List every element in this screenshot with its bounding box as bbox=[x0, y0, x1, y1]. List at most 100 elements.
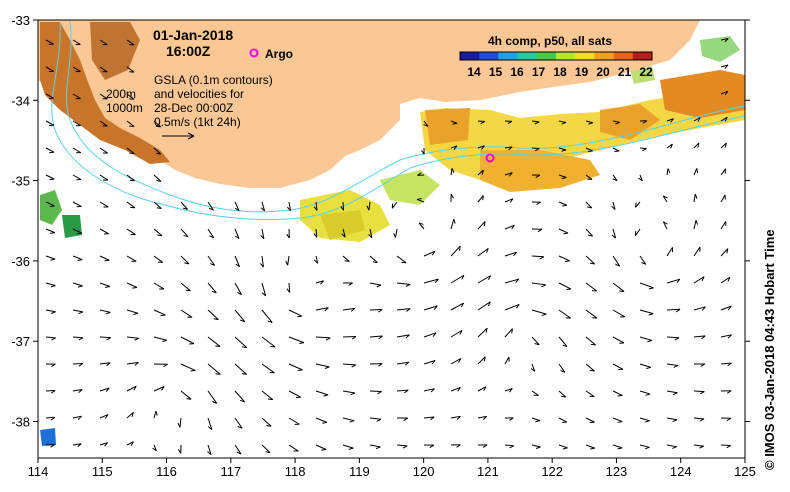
velocity-arrow bbox=[639, 363, 651, 368]
velocity-arrow bbox=[126, 228, 136, 235]
velocity-arrow bbox=[477, 247, 489, 257]
velocity-arrow bbox=[126, 66, 135, 73]
sst-patches bbox=[40, 36, 745, 446]
velocity-arrow bbox=[315, 307, 329, 311]
velocity-arrow bbox=[639, 417, 650, 422]
y-tick-label: -35 bbox=[11, 174, 30, 189]
colorbar-tick-label: 21 bbox=[618, 65, 632, 79]
velocity-arrow bbox=[639, 336, 653, 341]
velocity-arrow bbox=[126, 39, 135, 46]
velocity-arrow bbox=[612, 201, 616, 210]
velocity-arrow bbox=[99, 228, 109, 235]
velocity-arrow bbox=[99, 282, 111, 287]
velocity-arrow bbox=[585, 174, 593, 180]
velocity-arrow bbox=[207, 363, 221, 375]
x-tick-label: 120 bbox=[413, 464, 435, 479]
velocity-arrow bbox=[207, 336, 221, 347]
velocity-arrow bbox=[45, 66, 54, 72]
velocity-arrow bbox=[531, 309, 547, 315]
velocity-arrow bbox=[531, 120, 540, 123]
velocity-arrow bbox=[126, 336, 139, 339]
argo-float-marker bbox=[485, 153, 495, 163]
velocity-arrow bbox=[99, 255, 110, 261]
velocity-arrow bbox=[207, 417, 213, 430]
colorbar-tick-label: 20 bbox=[596, 65, 610, 79]
velocity-arrow bbox=[72, 309, 84, 313]
velocity-arrow bbox=[504, 303, 520, 311]
velocity-arrow bbox=[261, 336, 276, 348]
x-tick-label: 114 bbox=[28, 464, 49, 479]
velocity-arrow bbox=[99, 362, 111, 365]
velocity-arrow bbox=[234, 282, 242, 295]
velocity-arrow bbox=[612, 282, 625, 292]
colorbar-swatch bbox=[536, 52, 557, 60]
velocity-arrow bbox=[477, 327, 488, 338]
map-time: 16:00Z bbox=[166, 43, 211, 59]
velocity-arrow bbox=[585, 201, 593, 209]
velocity-arrow bbox=[72, 255, 83, 261]
velocity-arrow bbox=[504, 444, 514, 447]
velocity-arrow bbox=[585, 282, 598, 292]
velocity-arrow bbox=[531, 336, 540, 346]
velocity-arrow bbox=[261, 417, 272, 427]
velocity-arrow bbox=[720, 90, 728, 95]
colorbar-tick-label: 17 bbox=[532, 65, 546, 79]
velocity-arrow bbox=[504, 278, 519, 284]
colorbar-swatch bbox=[479, 52, 499, 60]
velocity-arrow bbox=[261, 255, 264, 268]
velocity-arrow bbox=[558, 390, 567, 398]
velocity-arrow bbox=[207, 444, 212, 455]
gsla-line-1: GSLA (0.1m contours) bbox=[154, 73, 273, 87]
velocity-arrow bbox=[450, 415, 461, 419]
velocity-arrow bbox=[720, 362, 732, 365]
velocity-arrow bbox=[99, 309, 111, 313]
velocity-arrow bbox=[315, 280, 324, 284]
velocity-arrow bbox=[72, 66, 81, 72]
colorbar-swatch bbox=[498, 52, 519, 60]
velocity-arrow bbox=[558, 255, 570, 262]
velocity-arrow bbox=[342, 307, 355, 311]
velocity-arrow bbox=[72, 415, 82, 419]
velocity-arrow bbox=[45, 201, 55, 207]
velocity-arrow bbox=[558, 444, 568, 449]
velocity-arrow bbox=[612, 228, 617, 239]
velocity-arrow bbox=[261, 390, 274, 400]
velocity-arrow bbox=[693, 142, 700, 149]
velocity-arrow bbox=[396, 334, 410, 338]
velocity-arrow bbox=[396, 444, 408, 447]
velocity-arrow bbox=[395, 228, 398, 238]
velocity-arrow bbox=[342, 363, 356, 366]
colorbar-tick-label: 16 bbox=[510, 65, 524, 79]
colorbar-tick-label: 19 bbox=[575, 65, 589, 79]
velocity-arrow bbox=[666, 143, 673, 149]
velocity-arrow bbox=[234, 336, 248, 349]
colorbar-tick-label: 14 bbox=[467, 65, 481, 79]
velocity-arrow bbox=[45, 336, 56, 339]
velocity-arrow bbox=[477, 195, 484, 203]
velocity-arrow bbox=[693, 246, 701, 257]
velocity-arrow bbox=[72, 336, 84, 339]
velocity-arrow bbox=[585, 120, 593, 124]
gsla-line-3: 28-Dec 00:00Z bbox=[154, 101, 233, 115]
velocity-arrow bbox=[693, 168, 698, 176]
velocity-arrow bbox=[153, 444, 157, 452]
velocity-arrow bbox=[153, 336, 167, 341]
velocity-arrow bbox=[99, 414, 109, 419]
velocity-arrow bbox=[369, 335, 383, 338]
velocity-arrow bbox=[693, 117, 701, 122]
velocity-arrow bbox=[369, 282, 382, 286]
argo-legend-label: Argo bbox=[265, 47, 293, 61]
velocity-arrow bbox=[180, 228, 189, 238]
velocity-arrow bbox=[126, 385, 137, 392]
velocity-arrow bbox=[287, 255, 290, 266]
x-tick-label: 122 bbox=[541, 464, 563, 479]
velocity-arrow bbox=[585, 309, 598, 319]
x-tick-label: 115 bbox=[92, 464, 113, 479]
velocity-arrow bbox=[450, 120, 458, 124]
velocity-arrow bbox=[450, 168, 453, 176]
colorbar-swatch bbox=[460, 52, 480, 60]
velocity-arrow bbox=[72, 39, 81, 45]
velocity-arrow bbox=[72, 388, 83, 392]
velocity-arrow bbox=[153, 147, 162, 155]
velocity-arrow bbox=[531, 282, 546, 286]
